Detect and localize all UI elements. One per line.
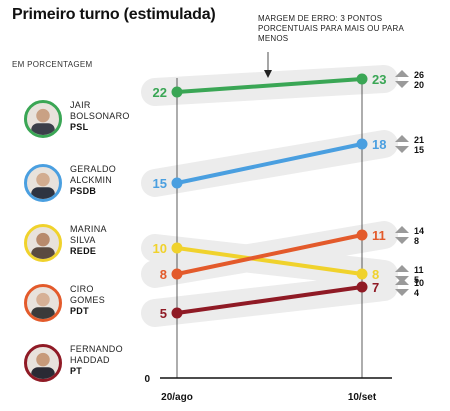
data-point bbox=[171, 86, 183, 98]
margin-lower-label: 20 bbox=[414, 80, 424, 90]
x-tick-label: 10/set bbox=[348, 392, 377, 403]
candidate-name: GERALDO ALCKMIN PSDB bbox=[70, 164, 150, 197]
candidate-party: PSDB bbox=[70, 186, 97, 196]
candidate-name: JAIR BOLSONARO PSL bbox=[70, 100, 150, 133]
candidate-haddad: FERNANDO HADDAD PT bbox=[24, 344, 154, 394]
chart-title: Primeiro turno (estimulada) bbox=[12, 6, 216, 23]
margin-down-arrow-icon bbox=[395, 237, 409, 244]
margin-upper-label: 26 bbox=[414, 70, 424, 80]
candidate-party: PDT bbox=[70, 306, 89, 316]
data-point bbox=[356, 268, 368, 280]
candidate-photo-icon bbox=[24, 344, 62, 382]
x-tick-label: 20/ago bbox=[161, 392, 193, 403]
margin-up-arrow-icon bbox=[395, 135, 409, 142]
data-label: 11 bbox=[372, 228, 386, 243]
candidate-photo-icon bbox=[24, 224, 62, 262]
margin-upper-label: 14 bbox=[414, 226, 424, 236]
margin-lower-label: 4 bbox=[414, 288, 419, 298]
margin-of-error-note: MARGEM DE ERRO: 3 PONTOS PORCENTUAIS PAR… bbox=[258, 14, 404, 43]
margin-up-arrow-icon bbox=[395, 278, 409, 285]
candidate-name: FERNANDO HADDAD PT bbox=[70, 344, 150, 377]
unit-note: EM PORCENTAGEM bbox=[12, 60, 93, 69]
note-pointer-arrow bbox=[264, 70, 272, 78]
data-label: 8 bbox=[160, 267, 167, 282]
candidate-photo-icon bbox=[24, 100, 62, 138]
data-label: 7 bbox=[372, 280, 379, 295]
margin-upper-label: 21 bbox=[414, 135, 424, 145]
margin-lower-label: 5 bbox=[414, 275, 419, 285]
margin-upper-label: 11 bbox=[414, 265, 424, 275]
data-label: 23 bbox=[372, 72, 386, 87]
margin-upper-label: 10 bbox=[414, 278, 424, 288]
data-point bbox=[171, 177, 183, 189]
data-label: 10 bbox=[153, 241, 167, 256]
series-line bbox=[175, 233, 364, 276]
data-point bbox=[171, 307, 183, 319]
candidate-name: MARINA SILVA REDE bbox=[70, 224, 150, 257]
margin-up-arrow-icon bbox=[395, 70, 409, 77]
series-line bbox=[175, 246, 364, 276]
margin-down-arrow-icon bbox=[395, 81, 409, 88]
data-point bbox=[356, 229, 368, 241]
candidate-marina: MARINA SILVA REDE bbox=[24, 224, 154, 274]
margin-down-arrow-icon bbox=[395, 146, 409, 153]
margin-lower-label: 8 bbox=[414, 236, 419, 246]
data-label: 15 bbox=[153, 176, 167, 191]
candidate-photo-icon bbox=[24, 164, 62, 202]
margin-up-arrow-icon bbox=[395, 226, 409, 233]
data-label: 8 bbox=[372, 267, 379, 282]
data-point bbox=[356, 138, 368, 150]
series-line bbox=[175, 77, 364, 94]
data-point bbox=[171, 268, 183, 280]
candidate-name: CIRO GOMES PDT bbox=[70, 284, 150, 317]
data-label: 22 bbox=[153, 85, 167, 100]
data-point bbox=[356, 73, 368, 85]
candidate-ciro: CIRO GOMES PDT bbox=[24, 284, 154, 334]
candidate-bolsonaro: JAIR BOLSONARO PSL bbox=[24, 100, 154, 150]
margin-down-arrow-icon bbox=[395, 289, 409, 296]
series-line bbox=[175, 285, 364, 315]
data-label: 5 bbox=[160, 306, 167, 321]
margin-up-arrow-icon bbox=[395, 265, 409, 272]
candidate-party: REDE bbox=[70, 246, 97, 256]
candidate-photo-icon bbox=[24, 284, 62, 322]
data-point bbox=[356, 281, 368, 293]
data-label: 18 bbox=[372, 137, 386, 152]
y-baseline-label: 0 bbox=[144, 374, 150, 385]
series-line bbox=[175, 142, 364, 185]
candidate-party: PSL bbox=[70, 122, 89, 132]
candidate-party: PT bbox=[70, 366, 83, 376]
data-point bbox=[171, 242, 183, 254]
margin-lower-label: 15 bbox=[414, 145, 424, 155]
candidate-alckmin: GERALDO ALCKMIN PSDB bbox=[24, 164, 154, 214]
